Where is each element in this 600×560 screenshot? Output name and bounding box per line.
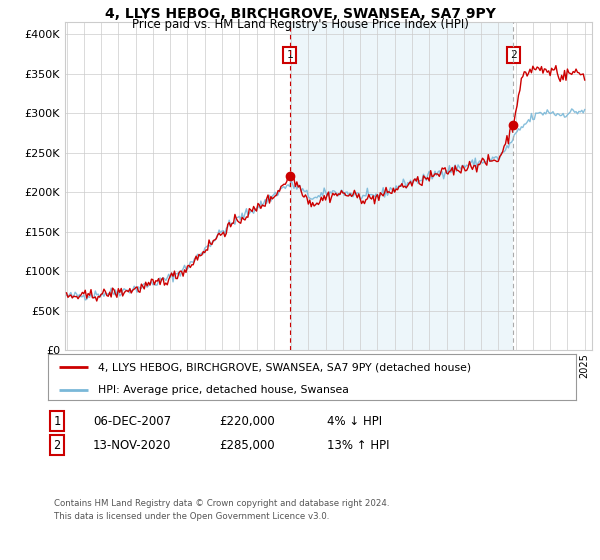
Text: 4, LLYS HEBOG, BIRCHGROVE, SWANSEA, SA7 9PY (detached house): 4, LLYS HEBOG, BIRCHGROVE, SWANSEA, SA7 … xyxy=(98,362,471,372)
Text: 4% ↓ HPI: 4% ↓ HPI xyxy=(327,414,382,428)
Text: 13-NOV-2020: 13-NOV-2020 xyxy=(93,438,172,452)
Bar xyxy=(290,22,514,350)
Text: This data is licensed under the Open Government Licence v3.0.: This data is licensed under the Open Gov… xyxy=(54,512,329,521)
Text: 1: 1 xyxy=(53,414,61,428)
Text: Contains HM Land Registry data © Crown copyright and database right 2024.: Contains HM Land Registry data © Crown c… xyxy=(54,500,389,508)
Text: 13% ↑ HPI: 13% ↑ HPI xyxy=(327,438,389,452)
Text: Price paid vs. HM Land Registry's House Price Index (HPI): Price paid vs. HM Land Registry's House … xyxy=(131,18,469,31)
Text: £220,000: £220,000 xyxy=(219,414,275,428)
Text: 2: 2 xyxy=(53,438,61,452)
Text: 1: 1 xyxy=(286,50,293,60)
Text: HPI: Average price, detached house, Swansea: HPI: Average price, detached house, Swan… xyxy=(98,385,349,395)
Text: 06-DEC-2007: 06-DEC-2007 xyxy=(93,414,171,428)
Text: 2: 2 xyxy=(510,50,517,60)
Text: £285,000: £285,000 xyxy=(219,438,275,452)
Text: 4, LLYS HEBOG, BIRCHGROVE, SWANSEA, SA7 9PY: 4, LLYS HEBOG, BIRCHGROVE, SWANSEA, SA7 … xyxy=(104,7,496,21)
